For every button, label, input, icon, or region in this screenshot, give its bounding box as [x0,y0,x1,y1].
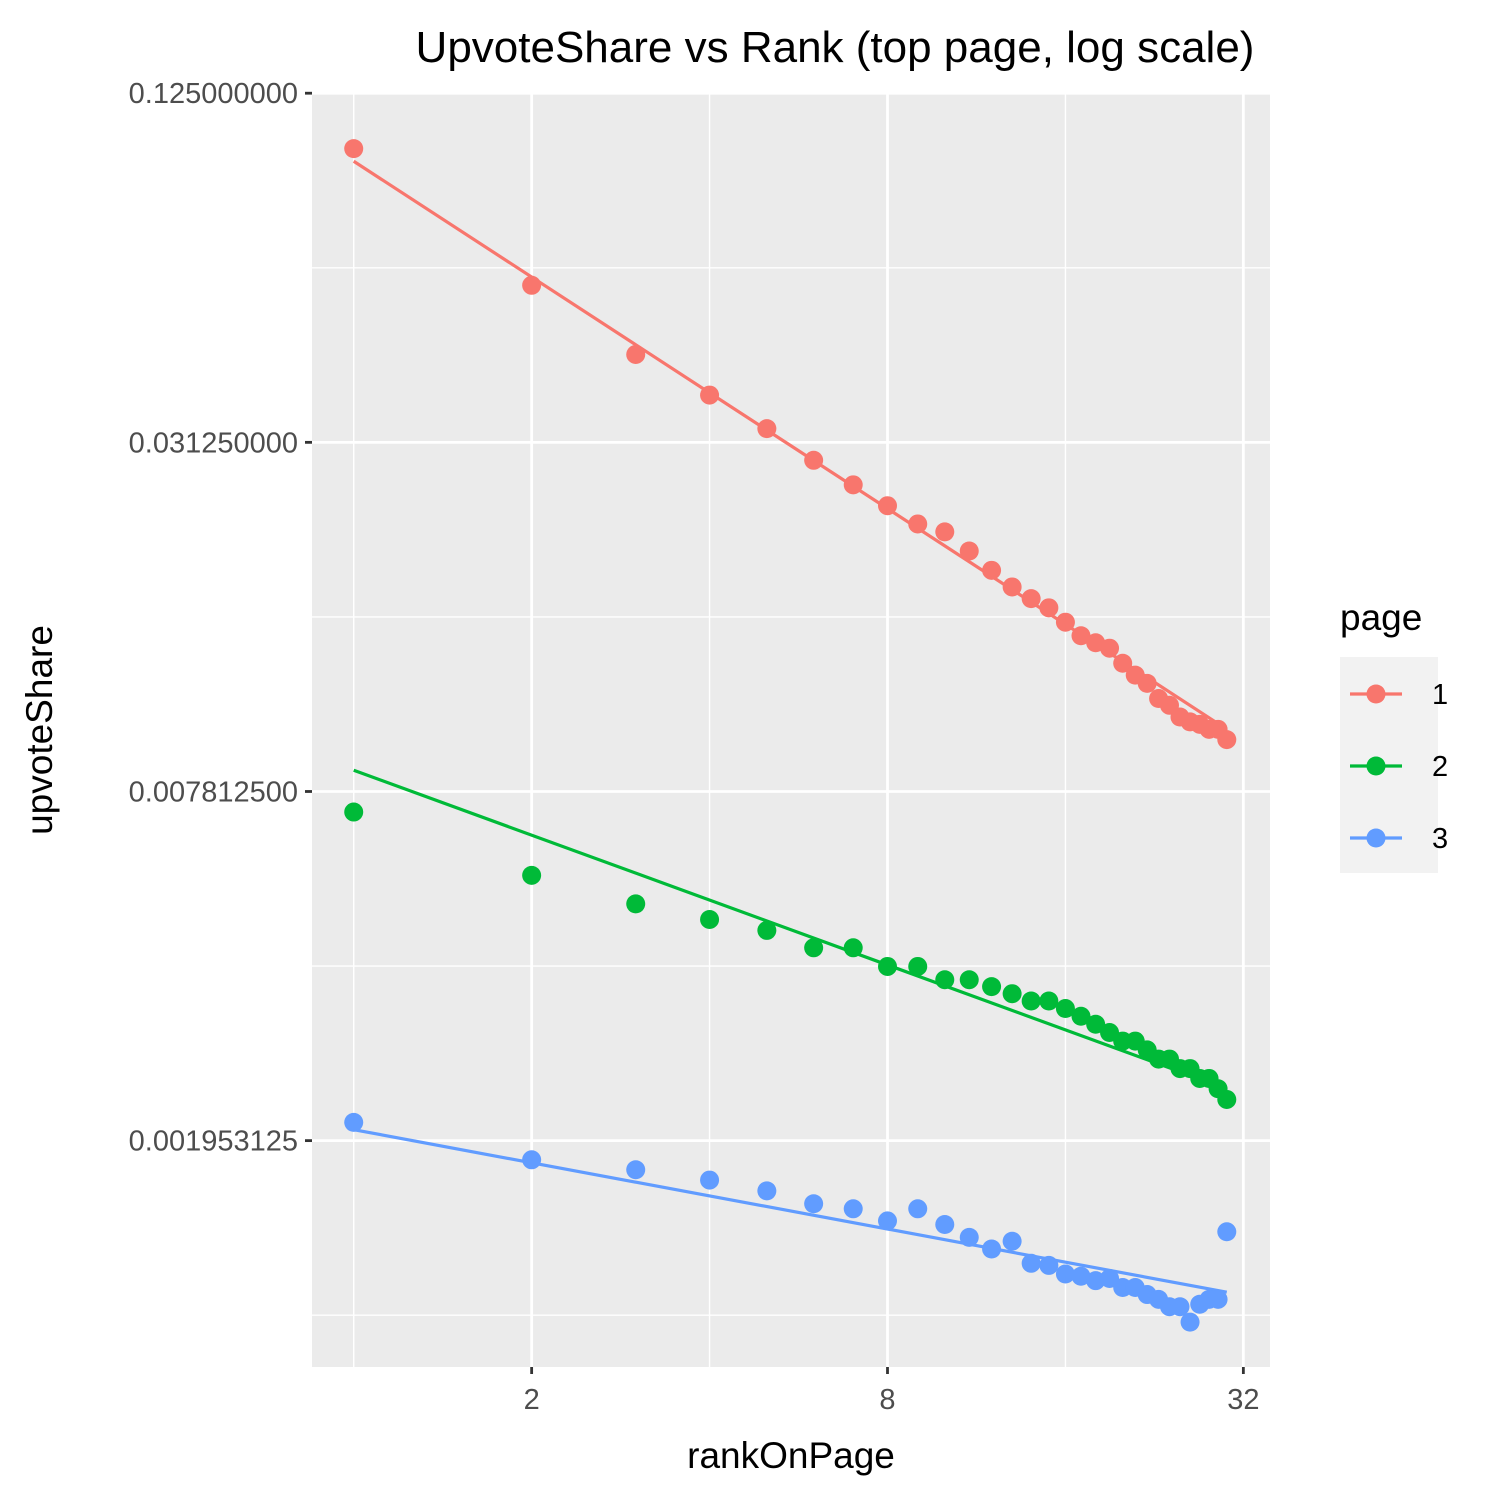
data-point-page-1 [843,475,863,495]
data-point-page-3 [908,1199,928,1219]
legend-key-point [1366,828,1386,848]
data-point-page-2 [344,802,364,822]
data-point-page-2 [1021,991,1041,1011]
legend-items: 1 2 3 [1350,679,1448,855]
data-point-page-3 [1208,1289,1228,1309]
chart-title: UpvoteShare vs Rank (top page, log scale… [416,23,1255,72]
x-tick-label: 8 [879,1384,895,1416]
data-point-page-2 [843,938,863,958]
y-tick-label: 0.031250000 [129,427,298,459]
data-point-page-1 [344,139,364,159]
minor-grid [312,92,1270,1367]
data-point-page-1 [1039,598,1059,618]
data-point-page-2 [700,909,720,929]
data-point-page-1 [1002,577,1022,597]
data-point-page-3 [1021,1253,1041,1273]
data-point-page-3 [843,1199,863,1219]
data-point-page-1 [935,522,955,542]
data-point-page-3 [757,1181,777,1201]
legend-label: 3 [1432,823,1448,855]
data-point-page-1 [1137,673,1157,693]
data-point-page-2 [1055,999,1075,1019]
data-point-page-1 [804,450,824,470]
data-point-page-2 [757,920,777,940]
data-point-page-3 [344,1112,364,1132]
legend-key-point [1366,756,1386,776]
data-point-page-2 [935,970,955,990]
data-point-page-3 [626,1160,646,1180]
y-tick-label: 0.007812500 [129,776,298,808]
data-point-page-3 [1180,1312,1200,1332]
data-point-page-3 [1055,1264,1075,1284]
data-point-page-2 [878,956,898,976]
data-point-page-3 [1217,1222,1237,1242]
data-point-page-1 [1113,653,1133,673]
data-point-page-1 [1100,638,1120,658]
data-point-page-2 [804,938,824,958]
data-point-page-2 [1002,984,1022,1004]
data-points [344,139,1237,1332]
data-point-page-1 [1055,612,1075,632]
data-point-page-3 [982,1239,1002,1259]
x-tick-label: 32 [1227,1384,1259,1416]
y-tick-label: 0.001953125 [129,1126,298,1158]
legend-label: 2 [1432,751,1448,783]
data-point-page-2 [1217,1089,1237,1109]
data-point-page-1 [1071,626,1091,646]
data-point-page-3 [959,1227,979,1247]
data-point-page-2 [959,970,979,990]
data-point-page-1 [908,514,928,534]
data-point-page-1 [982,560,1002,580]
data-point-page-3 [522,1150,542,1170]
x-axis-title: rankOnPage [687,1435,895,1476]
data-point-page-1 [700,385,720,405]
plot-panel [312,92,1270,1367]
data-point-page-3 [1002,1231,1022,1251]
data-point-page-3 [1170,1297,1190,1317]
x-axis: 2 8 32 [524,1367,1259,1416]
y-axis: 0.125000000 0.031250000 0.007812500 0.00195… [129,78,312,1158]
data-point-page-1 [626,344,646,364]
data-point-page-1 [959,541,979,561]
data-point-page-3 [935,1214,955,1234]
data-point-page-2 [1039,991,1059,1011]
legend-title: page [1340,597,1422,638]
data-point-page-1 [757,419,777,439]
data-point-page-2 [522,865,542,885]
data-point-page-3 [878,1211,898,1231]
y-axis-title: upvoteShare [19,625,60,835]
data-point-page-2 [982,977,1002,997]
data-point-page-3 [700,1170,720,1190]
legend-key-point [1366,684,1386,704]
data-point-page-1 [1021,589,1041,609]
data-point-page-1 [878,496,898,516]
y-tick-label: 0.125000000 [129,78,298,110]
data-point-page-1 [1217,730,1237,750]
data-point-page-1 [522,275,542,295]
data-point-page-2 [1071,1006,1091,1026]
major-grid [312,91,1270,1367]
data-point-page-3 [1039,1255,1059,1275]
legend-label: 1 [1432,679,1448,711]
fit-line-page-3 [353,1128,1228,1294]
legend: page 1 2 3 [1340,597,1448,873]
data-point-page-3 [1071,1266,1091,1286]
fit-line-page-2 [353,768,1228,1091]
data-point-page-2 [908,956,928,976]
x-tick-label: 2 [524,1384,540,1416]
data-point-page-3 [804,1194,824,1214]
data-point-page-2 [626,894,646,914]
data-point-page-2 [1086,1014,1106,1034]
